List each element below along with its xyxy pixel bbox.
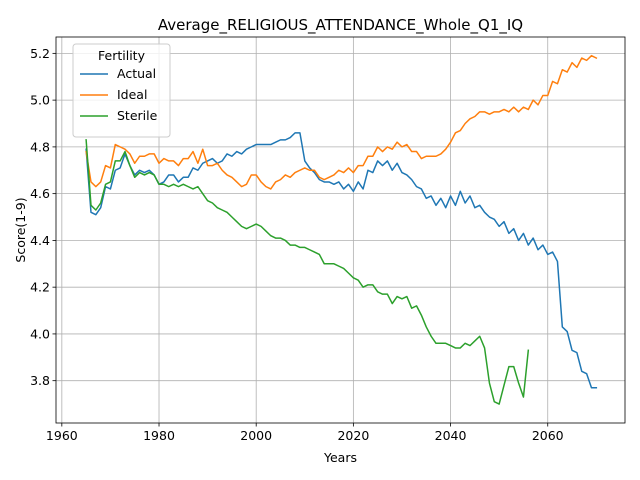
y-tick-label: 4.8 <box>30 139 50 154</box>
legend: Fertility Actual Ideal Sterile <box>72 43 171 138</box>
series-line-ideal <box>85 54 598 190</box>
legend-box <box>72 43 171 138</box>
series-lines <box>85 54 598 405</box>
x-tick-label: 2000 <box>240 428 272 443</box>
y-tick-label: 4.4 <box>30 233 50 248</box>
series-line-actual <box>85 132 598 389</box>
x-tick-label: 2060 <box>532 428 564 443</box>
y-tick-label: 5.0 <box>30 93 50 108</box>
y-axis-label: Score(1-9) <box>13 197 28 262</box>
x-tick-label: 1980 <box>143 428 175 443</box>
series-line-sterile <box>85 139 530 405</box>
x-tick-label: 2040 <box>435 428 467 443</box>
axis-ticks: 1960 1980 2000 2020 2040 2060 3.8 4.0 4.2 4.4 4.6 4… <box>30 46 564 443</box>
legend-label-actual: Actual <box>117 66 156 81</box>
y-tick-label: 4.2 <box>30 280 50 295</box>
legend-label-ideal: Ideal <box>117 87 147 102</box>
x-axis-label: Years <box>323 450 357 465</box>
x-tick-label: 2020 <box>337 428 369 443</box>
y-tick-label: 4.0 <box>30 326 50 341</box>
y-tick-label: 4.6 <box>30 186 50 201</box>
y-tick-label: 5.2 <box>30 46 50 61</box>
legend-title: Fertility <box>98 48 146 63</box>
grid-lines <box>56 37 625 423</box>
x-tick-label: 1960 <box>46 428 78 443</box>
plot-frame <box>55 36 626 424</box>
chart-title: Average_RELIGIOUS_ATTENDANCE_Whole_Q1_IQ <box>158 16 523 35</box>
y-tick-label: 3.8 <box>30 373 50 388</box>
legend-label-sterile: Sterile <box>117 108 158 123</box>
